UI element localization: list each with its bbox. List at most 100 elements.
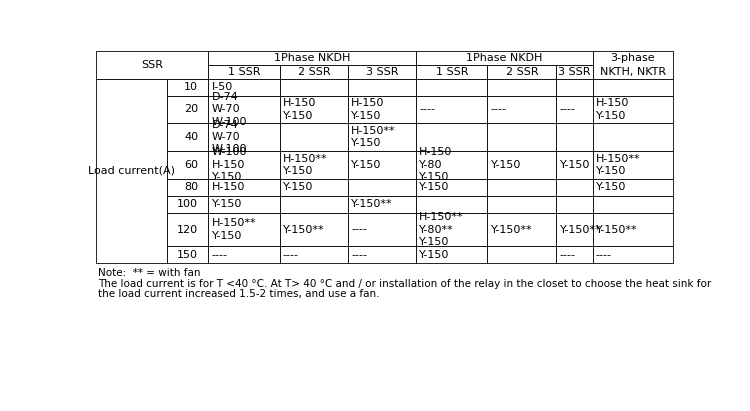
Bar — [416, 247, 488, 263]
Bar — [209, 179, 280, 196]
Bar — [488, 179, 556, 196]
Bar — [96, 79, 167, 263]
Bar — [280, 65, 348, 79]
Text: H-150**
Y-150: H-150** Y-150 — [596, 154, 640, 176]
Bar — [416, 95, 488, 123]
Bar — [167, 247, 208, 263]
Bar — [416, 196, 488, 212]
Bar — [209, 196, 280, 212]
Text: 1 SSR: 1 SSR — [228, 67, 260, 76]
Text: H-150: H-150 — [211, 182, 245, 192]
Bar — [167, 79, 208, 95]
Text: ----: ---- — [560, 250, 575, 260]
Bar — [592, 95, 673, 123]
Bar — [556, 95, 592, 123]
Text: H-150
Y-150: H-150 Y-150 — [283, 98, 316, 120]
Bar — [592, 123, 673, 151]
Bar — [488, 151, 556, 179]
Text: Y-150: Y-150 — [419, 182, 450, 192]
Text: Y-150: Y-150 — [351, 160, 382, 170]
Text: 3-phase: 3-phase — [610, 53, 655, 63]
Text: Load current(A): Load current(A) — [88, 166, 176, 176]
Text: Y-150: Y-150 — [560, 160, 590, 170]
Bar — [348, 95, 416, 123]
Text: 1 SSR: 1 SSR — [436, 67, 468, 76]
Text: 3 SSR: 3 SSR — [366, 67, 398, 76]
Bar — [488, 95, 556, 123]
Bar — [592, 179, 673, 196]
Text: Y-150: Y-150 — [283, 182, 314, 192]
Bar — [209, 51, 416, 65]
Text: H-150**
Y-150: H-150** Y-150 — [211, 218, 256, 241]
Bar — [556, 123, 592, 151]
Bar — [280, 123, 348, 151]
Text: 2 SSR: 2 SSR — [506, 67, 538, 76]
Bar — [348, 247, 416, 263]
Bar — [416, 51, 592, 65]
Bar — [556, 79, 592, 95]
Bar — [416, 179, 488, 196]
Text: 80: 80 — [184, 182, 198, 192]
Text: the load current increased 1.5-2 times, and use a fan.: the load current increased 1.5-2 times, … — [98, 289, 379, 299]
Bar — [416, 212, 488, 247]
Bar — [348, 151, 416, 179]
Text: H-150
Y-150: H-150 Y-150 — [351, 98, 385, 120]
Text: 2 SSR: 2 SSR — [298, 67, 330, 76]
Text: Y-150: Y-150 — [596, 182, 626, 192]
Bar — [348, 179, 416, 196]
Text: ----: ---- — [211, 250, 227, 260]
Text: Y-150**: Y-150** — [560, 224, 602, 235]
Text: Note:  ** = with fan: Note: ** = with fan — [98, 268, 200, 278]
Text: H-150**
Y-150: H-150** Y-150 — [283, 154, 328, 176]
Text: The load current is for T <40 °C. At T> 40 °C and / or installation of the relay: The load current is for T <40 °C. At T> … — [98, 279, 711, 289]
Bar — [280, 95, 348, 123]
Text: Y-150: Y-150 — [490, 160, 521, 170]
Bar — [96, 51, 208, 79]
Text: SSR: SSR — [141, 60, 164, 70]
Bar — [348, 79, 416, 95]
Text: ----: ---- — [351, 250, 367, 260]
Bar — [348, 196, 416, 212]
Text: 40: 40 — [184, 132, 198, 142]
Bar — [488, 196, 556, 212]
Bar — [209, 95, 280, 123]
Bar — [488, 123, 556, 151]
Text: I-50: I-50 — [211, 82, 232, 92]
Bar — [167, 212, 208, 247]
Bar — [348, 212, 416, 247]
Bar — [209, 79, 280, 95]
Bar — [209, 65, 280, 79]
Bar — [416, 151, 488, 179]
Text: H-150**
Y-80**
Y-150: H-150** Y-80** Y-150 — [419, 212, 464, 247]
Bar — [416, 123, 488, 151]
Text: ----: ---- — [560, 104, 575, 114]
Text: Y-150**: Y-150** — [283, 224, 325, 235]
Bar — [488, 79, 556, 95]
Bar — [280, 247, 348, 263]
Bar — [556, 65, 592, 79]
Bar — [167, 151, 208, 179]
Bar — [488, 65, 556, 79]
Bar — [592, 247, 673, 263]
Bar — [280, 179, 348, 196]
Bar — [556, 151, 592, 179]
Bar — [209, 212, 280, 247]
Bar — [488, 212, 556, 247]
Bar — [556, 196, 592, 212]
Bar — [209, 123, 280, 151]
Text: ----: ---- — [490, 104, 506, 114]
Bar — [592, 151, 673, 179]
Text: Y-150**: Y-150** — [490, 224, 532, 235]
Bar — [416, 65, 488, 79]
Bar — [280, 79, 348, 95]
Bar — [348, 65, 416, 79]
Text: H-150
Y-80
Y-150: H-150 Y-80 Y-150 — [419, 148, 452, 182]
Text: 100: 100 — [177, 199, 198, 209]
Text: Y-150: Y-150 — [419, 250, 450, 260]
Text: 10: 10 — [184, 82, 198, 92]
Text: 120: 120 — [177, 224, 198, 235]
Bar — [592, 79, 673, 95]
Text: ----: ---- — [596, 250, 612, 260]
Text: ----: ---- — [351, 224, 367, 235]
Text: D-74
W-70
W-100: D-74 W-70 W-100 — [211, 120, 247, 155]
